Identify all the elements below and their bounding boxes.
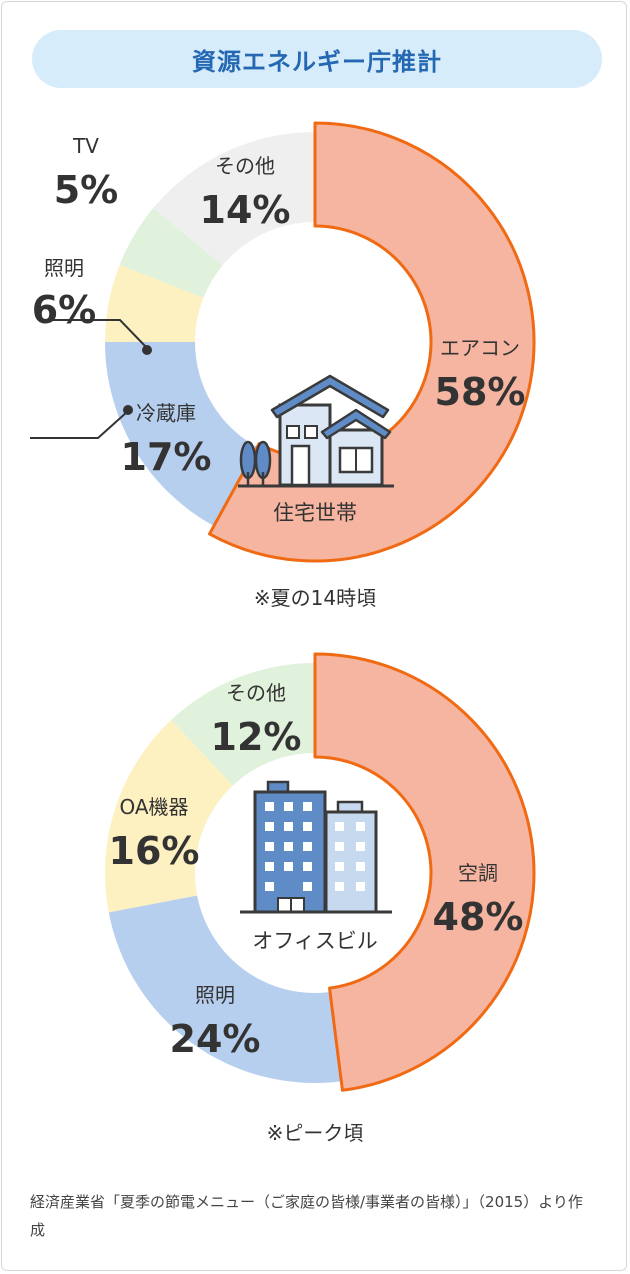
- light-leader-line: [30, 411, 128, 439]
- tv-leader-line: [50, 319, 148, 349]
- tv-leader-dot: [142, 345, 152, 355]
- office-donut-chart: オフィスビル 空調 48% 照明 24% OA機器 16% その他 12%: [105, 652, 536, 1092]
- office-other-percent: 12%: [211, 715, 302, 759]
- tv-percent: 5%: [54, 168, 119, 212]
- home-note: ※夏の14時頃: [253, 586, 377, 610]
- ac-label: 空調: [458, 861, 498, 885]
- office-building-icon: [240, 780, 392, 914]
- house-icon: [238, 374, 394, 488]
- fridge-percent: 17%: [121, 435, 212, 479]
- light-percent: 6%: [32, 288, 97, 332]
- office-note: ※ピーク頃: [266, 1121, 364, 1145]
- light-leader-dot: [123, 405, 133, 415]
- ac-percent: 48%: [433, 895, 524, 939]
- aircon-percent: 58%: [435, 370, 526, 414]
- home-slice-2: [105, 264, 204, 342]
- home-slice-4: [153, 132, 315, 266]
- aircon-label: エアコン: [440, 336, 520, 360]
- office-other-label: その他: [226, 681, 286, 705]
- office-slice-3: [171, 663, 315, 786]
- oa-label: OA機器: [119, 795, 188, 819]
- source-citation: 経済産業省「夏季の節電メニュー（ご家庭の皆様/事業者の皆様）」（2015）より作…: [30, 1193, 583, 1239]
- office-light-percent: 24%: [170, 1017, 261, 1061]
- tv-label: TV: [72, 134, 99, 158]
- oa-percent: 16%: [109, 829, 200, 873]
- office-slice-1: [108, 895, 342, 1083]
- header-title: 資源エネルギー庁推計: [192, 47, 442, 76]
- home-slice-3: [119, 208, 223, 298]
- office-slices: [105, 652, 536, 1092]
- home-center-label: 住宅世帯: [273, 501, 357, 525]
- office-slice-2: [105, 719, 233, 913]
- office-light-label: 照明: [195, 983, 235, 1007]
- home-slice-0: [207, 121, 536, 563]
- home-slice-1: [105, 342, 258, 527]
- header-banner: 資源エネルギー庁推計: [32, 30, 602, 88]
- office-slice-0: [313, 652, 536, 1092]
- fridge-label: 冷蔵庫: [136, 401, 196, 425]
- light-label: 照明: [44, 256, 84, 280]
- home-donut-chart: 住宅世帯 エアコン 58% 冷蔵庫 17% 照明 6% TV 5% その他 14…: [30, 121, 536, 563]
- home-slices: [105, 121, 536, 563]
- other-label: その他: [215, 154, 275, 178]
- other-percent: 14%: [200, 188, 291, 232]
- office-center-label: オフィスビル: [252, 929, 378, 953]
